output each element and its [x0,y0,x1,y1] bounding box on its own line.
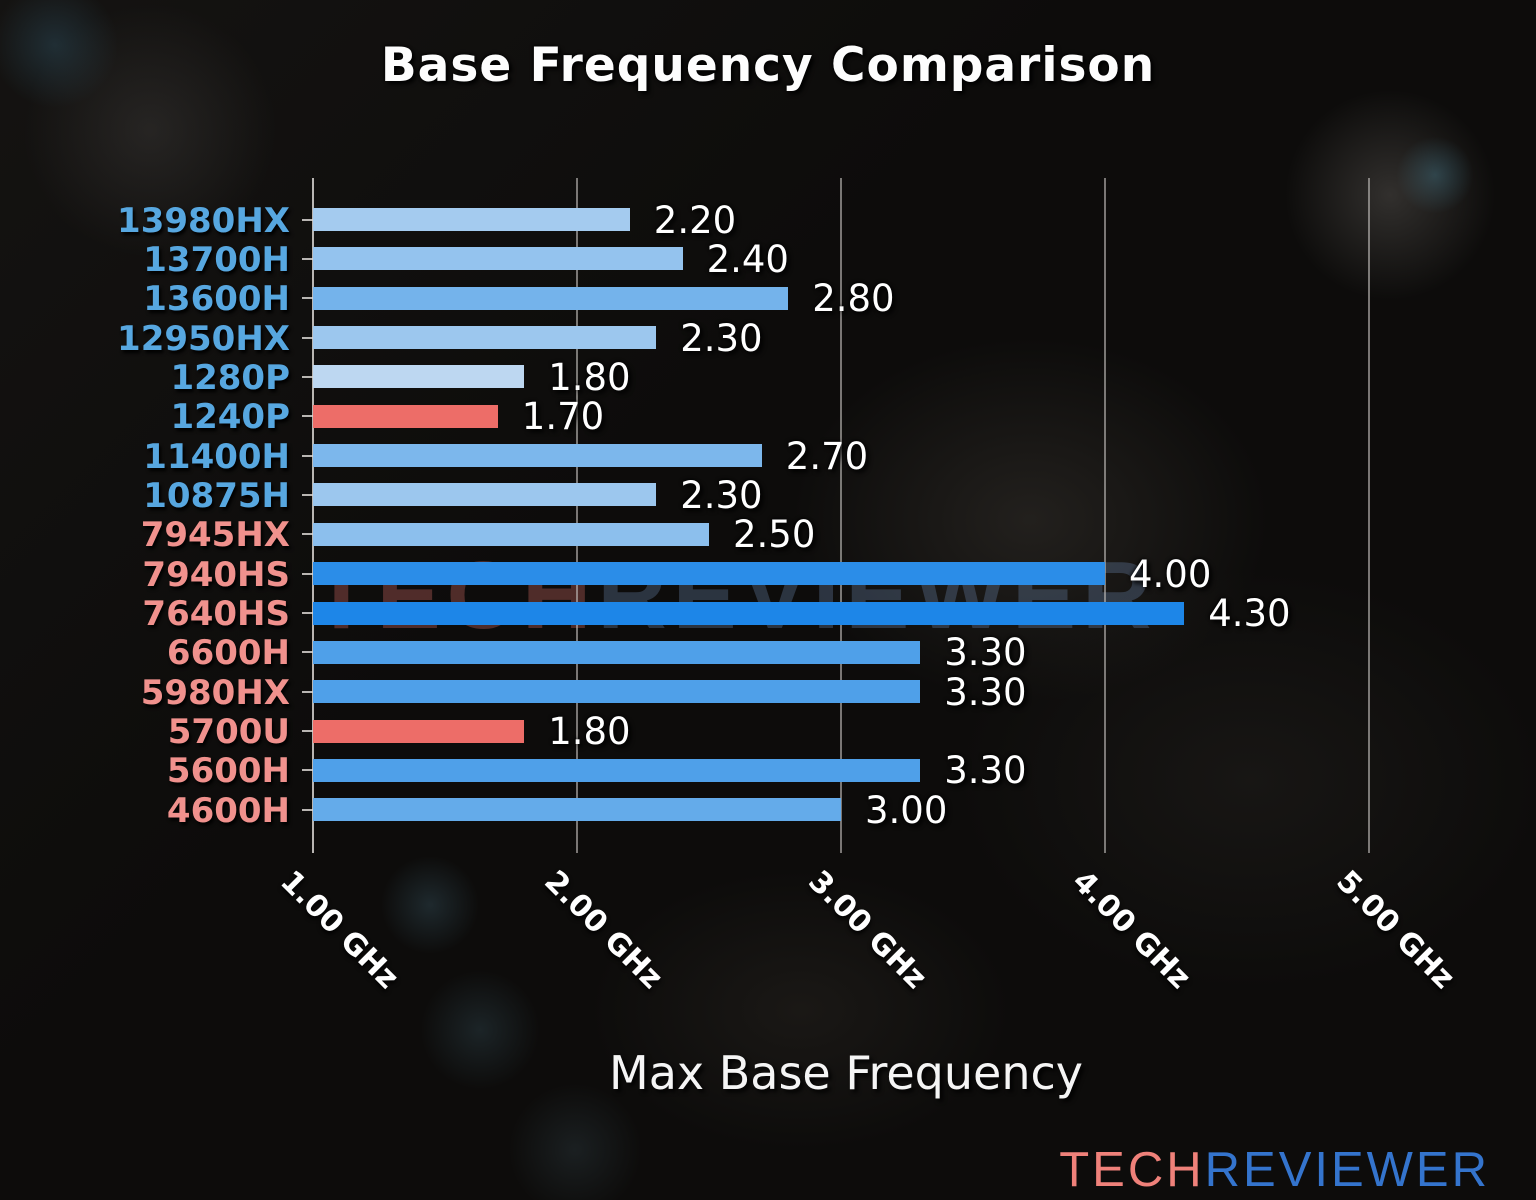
gridline-4.00-ghz [1104,178,1106,853]
category-label-6600h: 6600H [166,633,290,674]
category-label-1240p: 1240P [170,397,290,438]
category-label-12950hx: 12950HX [117,318,290,359]
bar-10875h [313,483,657,507]
value-label-10875h: 2.30 [680,473,763,517]
value-label-13980hx: 2.20 [653,198,737,242]
y-tick-13600h [302,297,313,300]
category-label-7640hs: 7640HS [142,594,290,634]
value-label-5980hx: 3.30 [944,670,1027,714]
x-tick-label-4.00-ghz: 4.00 GHz [1065,863,1198,996]
category-label-7940hs: 7940HS [142,554,290,595]
x-tick-label-1.00-ghz: 1.00 GHz [273,863,406,996]
gridline-2.00-ghz [576,178,578,853]
chart-title: Base Frequency Comparison [380,38,1156,93]
bar-7940hs [313,562,1105,586]
bar-11400h [313,444,762,468]
bar-1280p [313,365,525,389]
value-label-13600h: 2.80 [812,277,895,321]
category-label-13980hx: 13980HX [117,200,290,241]
bar-5980hx [313,680,921,704]
x-axis-title: Max Base Frequency [609,1046,1083,1100]
y-tick-5600h [302,769,313,772]
y-tick-7940hs [302,572,313,575]
category-label-13600h: 13600H [143,279,290,320]
x-tick-label-3.00-ghz: 3.00 GHz [801,863,934,996]
y-tick-1280p [302,375,313,378]
y-tick-4600h [302,808,313,811]
value-label-11400h: 2.70 [785,434,869,478]
category-label-5980hx: 5980HX [140,672,290,713]
y-tick-12950hx [302,336,313,339]
gridline-3.00-ghz [840,178,842,853]
category-label-7945hx: 7945HX [140,515,290,556]
bar-13980hx [313,208,630,231]
category-label-10875h: 10875H [143,475,290,516]
category-label-5600h: 5600H [166,751,290,792]
bar-12950hx [313,326,657,350]
category-label-4600h: 4600H [166,790,290,831]
category-label-5700u: 5700U [167,712,290,753]
x-tick-label-5.00-ghz: 5.00 GHz [1329,863,1462,996]
value-label-7940hs: 4.00 [1129,552,1212,596]
techreviewer-logo: TECHREVIEWER [1059,1146,1490,1195]
gridline-5.00-ghz [1368,178,1370,853]
logo-tech: TECH [1059,1143,1205,1197]
x-tick-label-2.00-ghz: 2.00 GHz [537,863,670,996]
bar-5600h [313,758,921,782]
value-label-6600h: 3.30 [944,631,1027,675]
category-label-11400h: 11400H [143,436,290,477]
value-label-1240p: 1.70 [521,395,605,439]
watermark-tech: TECH [312,542,598,649]
value-label-12950hx: 2.30 [680,316,763,360]
value-label-13700h: 2.40 [706,237,789,281]
category-label-13700h: 13700H [143,239,290,280]
bar-6600h [313,640,921,664]
bar-5700u [313,719,525,743]
value-label-4600h: 3.00 [865,788,948,832]
bar-4600h [313,798,841,822]
y-tick-7640hs [302,612,313,614]
bar-7945hx [313,522,709,546]
watermark-reviewer: REVIEWER [597,542,1158,649]
y-tick-7945hx [302,533,313,536]
bar-1240p [313,404,498,428]
gridline-1.00-ghz [312,178,314,853]
value-label-5700u: 1.80 [548,710,631,754]
y-tick-11400h [302,454,313,457]
bar-13600h [313,286,789,310]
bar-7640hs [313,601,1185,625]
category-label-1280p: 1280P [170,357,290,398]
logo-reviewer: REVIEWER [1204,1143,1490,1197]
y-tick-13700h [302,257,313,260]
value-label-7640hs: 4.30 [1208,592,1291,635]
y-tick-13980hx [302,218,313,221]
value-label-1280p: 1.80 [548,355,631,399]
value-label-5600h: 3.30 [944,749,1027,793]
y-tick-1240p [302,415,313,418]
bar-13700h [313,247,683,271]
y-tick-5700u [302,730,313,733]
value-label-7945hx: 2.50 [733,513,816,557]
y-tick-10875h [302,493,313,496]
y-tick-6600h [302,651,313,654]
y-tick-5980hx [302,690,313,693]
